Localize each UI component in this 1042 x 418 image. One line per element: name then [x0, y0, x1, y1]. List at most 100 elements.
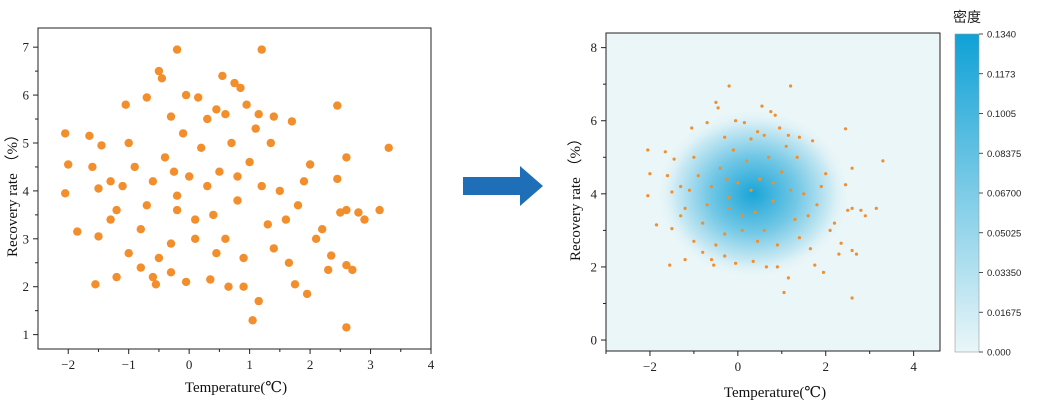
- scatter-point: [302, 289, 312, 299]
- density-scatter-point: [821, 270, 826, 274]
- scatter-point: [342, 205, 351, 215]
- left-y-tick-label: 2: [23, 279, 30, 294]
- density-scatter-point: [828, 228, 832, 232]
- density-scatter-point: [850, 166, 854, 170]
- scatter-point: [160, 153, 170, 162]
- scatter-point: [269, 244, 278, 253]
- scatter-point: [88, 162, 97, 172]
- scatter-point: [218, 71, 227, 81]
- scatter-point: [166, 268, 176, 277]
- scatter-point: [136, 225, 145, 234]
- density-scatter-point: [705, 203, 709, 207]
- density-scatter-point: [690, 126, 694, 130]
- scatter-point: [287, 117, 297, 126]
- colorbar-tick-label: 0.1173: [987, 69, 1015, 80]
- density-scatter-point: [824, 172, 828, 176]
- density-scatter-point: [784, 144, 788, 148]
- density-scatter-point: [701, 250, 705, 254]
- scatter-point: [215, 167, 224, 176]
- colorbar-tick-label: 0.05025: [987, 228, 1021, 239]
- density-scatter-point: [813, 263, 817, 267]
- left-y-tick-label: 1: [23, 327, 30, 342]
- scatter-point: [136, 263, 145, 272]
- scatter-point: [191, 215, 200, 224]
- right-y-tick-label: 2: [591, 259, 598, 274]
- scatter-point: [154, 253, 164, 263]
- scatter-point: [360, 215, 369, 224]
- colorbar-gradient: [954, 33, 980, 353]
- density-scatter-point: [646, 194, 650, 198]
- density-scatter-point: [709, 258, 714, 262]
- density-scatter-point: [740, 228, 744, 232]
- scatter-point: [281, 215, 291, 224]
- transform-arrow: [463, 166, 543, 206]
- scatter-point: [333, 101, 342, 110]
- scatter-point: [236, 83, 245, 93]
- scatter-point: [148, 177, 158, 186]
- left-y-tick-label: 4: [23, 183, 30, 198]
- density-scatter-point: [734, 119, 738, 123]
- scatter-point: [197, 143, 206, 152]
- density-scatter-point: [731, 148, 736, 152]
- density-scatter-point: [756, 130, 760, 134]
- scatter-point: [94, 232, 103, 241]
- right-points: [646, 84, 885, 300]
- colorbar-tick-label: 0.06700: [987, 189, 1021, 200]
- left-x-tick-label: −1: [122, 357, 136, 372]
- colorbar-tick-label: 0.01675: [987, 308, 1021, 319]
- colorbar-title: 密度: [953, 9, 981, 26]
- scatter-point: [203, 181, 212, 191]
- density-scatter-point: [705, 121, 709, 125]
- scatter-point: [245, 157, 254, 167]
- left-plot-frame: [37, 27, 432, 350]
- colorbar-tick-label: 0.000: [987, 348, 1011, 359]
- density-scatter-point: [832, 221, 837, 225]
- density-scatter-point: [808, 247, 813, 251]
- density-scatter-point: [771, 181, 775, 185]
- left-y-axis-title: Recovery rate （%）: [4, 127, 21, 257]
- right-x-tick-label: −2: [643, 359, 657, 374]
- scatter-point: [142, 201, 151, 210]
- scatter-point: [106, 177, 115, 186]
- right-y-tick-label: 6: [591, 113, 598, 128]
- scatter-point: [60, 189, 70, 198]
- density-scatter-point: [771, 199, 775, 203]
- scatter-point: [124, 138, 133, 148]
- scatter-point: [181, 90, 191, 100]
- scatter-point: [293, 201, 303, 210]
- scatter-point: [166, 112, 176, 121]
- density-scatter-point: [764, 265, 769, 269]
- scatter-point: [254, 110, 263, 119]
- scatter-point: [333, 174, 342, 184]
- right-x-tick-label: 4: [910, 359, 917, 374]
- density-scatter-point: [780, 170, 784, 174]
- right-x-axis-title: Temperature(℃): [724, 385, 826, 401]
- scatter-point: [106, 215, 115, 224]
- scatter-point: [239, 253, 248, 263]
- left-ticks: −2 −1 0 1 2 3 4 1 2 3 4 5 6 7: [23, 40, 435, 372]
- scatter-point: [124, 249, 133, 258]
- scatter-point: [60, 129, 70, 138]
- scatter-point: [85, 131, 94, 140]
- density-scatter-point: [850, 296, 854, 300]
- density-scatter-point: [670, 227, 674, 231]
- scatter-point: [342, 261, 351, 270]
- left-y-tick-label: 6: [23, 88, 30, 103]
- density-scatter-point: [793, 217, 797, 221]
- scatter-point: [327, 251, 336, 260]
- density-scatter-point: [749, 188, 753, 192]
- scatter-point: [305, 160, 315, 169]
- colorbar-tick-label: 0.03350: [987, 268, 1021, 279]
- density-scatter-point: [723, 232, 727, 236]
- colorbar-tick-label: 0.1005: [987, 109, 1016, 120]
- density-scatter-point: [679, 184, 683, 189]
- density-scatter-point: [668, 263, 672, 267]
- scatter-point: [239, 282, 248, 291]
- density-scatter-point: [819, 184, 823, 189]
- scatter-point: [169, 167, 179, 176]
- scatter-point: [324, 265, 333, 275]
- scatter-point: [157, 74, 167, 83]
- density-scatter-point: [663, 150, 667, 154]
- scatter-point: [311, 234, 321, 243]
